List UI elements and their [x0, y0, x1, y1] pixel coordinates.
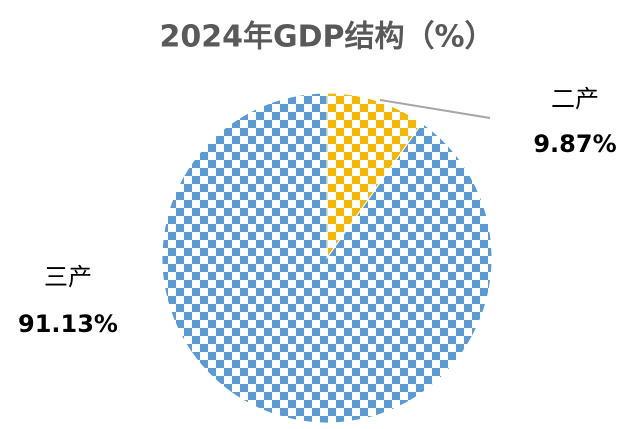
- pie-slice: [161, 92, 493, 424]
- value-label: 9.87%: [533, 130, 616, 158]
- value-label: 91.13%: [18, 310, 118, 338]
- category-label: 三产: [44, 263, 92, 291]
- pie-slice: [326, 92, 423, 260]
- category-label: 二产: [551, 85, 599, 113]
- chart-title: 2024年GDP结构（%）: [159, 20, 494, 55]
- leader-line: [379, 99, 491, 119]
